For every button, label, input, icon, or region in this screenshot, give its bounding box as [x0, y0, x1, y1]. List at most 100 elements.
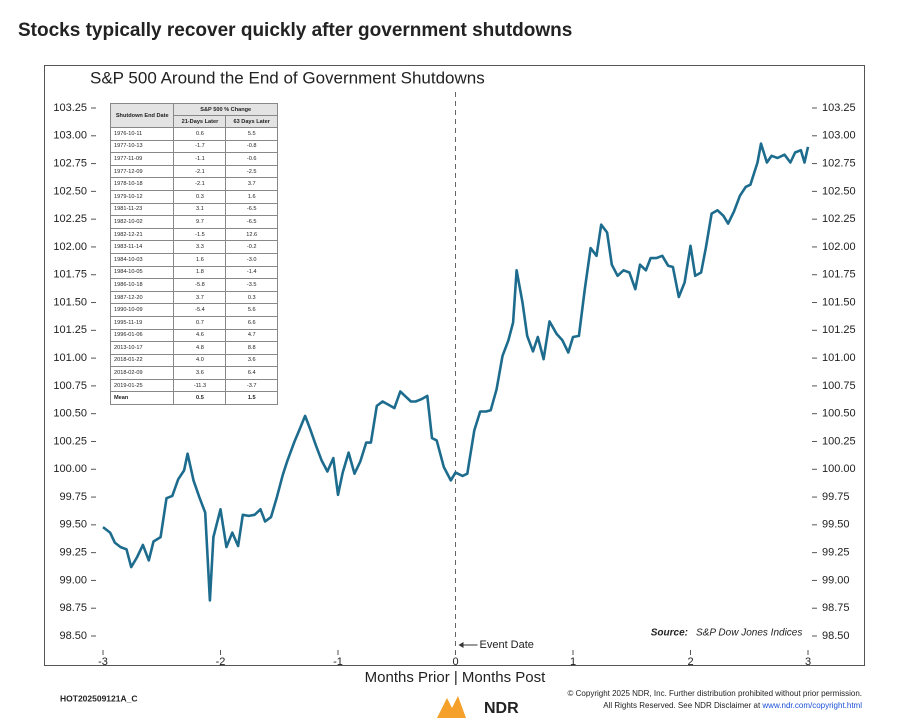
x-tick-label: -2 — [216, 656, 226, 668]
table-cell: 0.5 — [173, 391, 227, 406]
table-header-row: Shutdown End Date S&P 500 % Change — [109, 103, 278, 128]
table-cell: 2018-02-09 — [109, 366, 175, 380]
table-cell: 4.8 — [173, 341, 227, 355]
y-tick-label: 102.50 — [53, 185, 87, 197]
copyright: © Copyright 2025 NDR, Inc. Further distr… — [568, 689, 862, 698]
table-cell: 1977-10-13 — [109, 139, 175, 154]
table-cell: 1.8 — [173, 265, 227, 280]
table-cell: -0.2 — [225, 240, 278, 254]
table-row: 1987-12-20 3.7 0.3 — [109, 290, 278, 305]
chart-frame — [44, 65, 865, 666]
x-tick-label: 2 — [687, 656, 693, 668]
table-cell: 0.3 — [225, 290, 278, 305]
table-header: Shutdown End Date — [109, 103, 175, 128]
table-cell: 0.6 — [173, 127, 227, 141]
table-cell: 2019-01-25 — [109, 378, 175, 393]
table-cell: -2.1 — [173, 164, 227, 179]
y-tick-label: 99.00 — [59, 574, 87, 586]
y2-tick-label: 103.25 — [822, 102, 856, 114]
y2-tick-label: 99.25 — [822, 547, 850, 559]
y2-tick-label: 103.00 — [822, 130, 856, 142]
y2-tick-label: 101.00 — [822, 352, 856, 364]
table-cell: 1984-10-05 — [109, 265, 175, 280]
table-cell: 3.1 — [173, 202, 227, 217]
y-tick-label: 99.50 — [59, 519, 87, 531]
y-tick-label: 98.50 — [59, 630, 87, 642]
y-tick-label: 103.25 — [53, 102, 87, 114]
x-tick-label: 3 — [805, 656, 811, 668]
x-tick-label: -3 — [98, 656, 108, 668]
x-tick-label: -1 — [333, 656, 343, 668]
table-cell: 1990-10-09 — [109, 303, 175, 317]
logo-text: NDR — [484, 700, 519, 717]
y-tick-label: 101.50 — [53, 296, 87, 308]
table-header-row: 21-Days Later 63 Days Later — [111, 115, 278, 128]
table-header: 21-Days Later — [173, 115, 227, 128]
table-cell: 0.7 — [173, 315, 227, 330]
table-row: 1982-12-21 -1.5 12.6 — [109, 227, 278, 242]
table-row: 2019-01-25 -11.3 -3.7 — [109, 378, 278, 393]
x-axis-title: Months Prior | Months Post — [365, 669, 546, 686]
table-cell: 1979-10-12 — [109, 189, 175, 204]
table-cell: 1976-10-11 — [109, 127, 175, 141]
y-tick-label: 101.75 — [53, 269, 87, 281]
logo-icon — [437, 696, 466, 718]
table-cell: -1.7 — [173, 139, 227, 154]
y-tick-label: 100.50 — [53, 408, 87, 420]
table-cell: -0.6 — [225, 152, 278, 166]
table-cell: -1.4 — [225, 265, 278, 280]
table-cell: 1986-10-18 — [109, 278, 175, 292]
table-header: S&P 500 % Change — [173, 103, 278, 116]
table-cell: -1.1 — [173, 152, 227, 166]
table-row: 1983-11-14 3.3 -0.2 — [109, 240, 278, 254]
table-row: 1996-01-06 4.6 4.7 — [109, 328, 278, 343]
table-cell: -11.3 — [173, 378, 227, 393]
table-row: 2013-10-17 4.8 8.8 — [109, 341, 278, 355]
table-row: 1977-12-09 -2.1 -2.5 — [109, 164, 278, 179]
table-cell: 1977-11-09 — [109, 152, 175, 166]
table-cell: 0.3 — [173, 189, 227, 204]
y2-tick-label: 100.00 — [822, 463, 856, 475]
table-row: 1995-11-19 0.7 6.6 — [109, 315, 278, 330]
table-row: 1976-10-11 0.6 5.5 — [109, 127, 278, 141]
y-tick-label: 103.00 — [53, 130, 87, 142]
y-tick-label: 101.25 — [53, 324, 87, 336]
table-cell: -3.5 — [225, 278, 278, 292]
table-header: 63 Days Later — [225, 115, 278, 128]
y-tick-label: 102.00 — [53, 241, 87, 253]
y-tick-label: 98.75 — [59, 602, 87, 614]
y-tick-label: 100.75 — [53, 380, 87, 392]
y2-tick-label: 102.75 — [822, 157, 856, 169]
table-cell: 1982-12-21 — [109, 227, 175, 242]
table-cell: 3.6 — [225, 353, 278, 368]
table-cell: 3.6 — [173, 366, 227, 380]
event-label: Event Date — [480, 639, 534, 651]
table-cell: 9.7 — [173, 215, 227, 229]
table-cell: 3.7 — [225, 177, 278, 191]
table-cell: 2018-01-22 — [109, 353, 175, 368]
logo: NDR — [437, 696, 519, 718]
table-cell: 8.8 — [225, 341, 278, 355]
table-cell: -3.0 — [225, 252, 278, 267]
y-tick-label: 101.00 — [53, 352, 87, 364]
table-cell: 1983-11-14 — [109, 240, 175, 254]
table-row: 2018-01-22 4.0 3.6 — [109, 353, 278, 368]
y2-tick-label: 102.50 — [822, 185, 856, 197]
y-tick-label: 102.75 — [53, 157, 87, 169]
table-row: 1977-10-13 -1.7 -0.8 — [109, 139, 278, 154]
y2-tick-label: 100.25 — [822, 435, 856, 447]
table-cell: 1.6 — [173, 252, 227, 267]
page-title: Stocks typically recover quickly after g… — [18, 20, 572, 41]
shutdown-table: Shutdown End Date S&P 500 % Change 21-Days… — [109, 103, 278, 406]
y2-tick-label: 99.00 — [822, 574, 850, 586]
y2-tick-label: 102.25 — [822, 213, 856, 225]
event-arrowhead — [458, 642, 464, 648]
copyright-link[interactable]: www.ndr.com/copyright.html — [761, 701, 862, 710]
y-tick-label: 102.25 — [53, 213, 87, 225]
table-row: 1984-10-03 1.6 -3.0 — [109, 252, 278, 267]
table-cell: 2013-10-17 — [109, 341, 175, 355]
y2-tick-label: 100.75 — [822, 380, 856, 392]
y-tick-label: 99.25 — [59, 547, 87, 559]
table-cell: 6.6 — [225, 315, 278, 330]
